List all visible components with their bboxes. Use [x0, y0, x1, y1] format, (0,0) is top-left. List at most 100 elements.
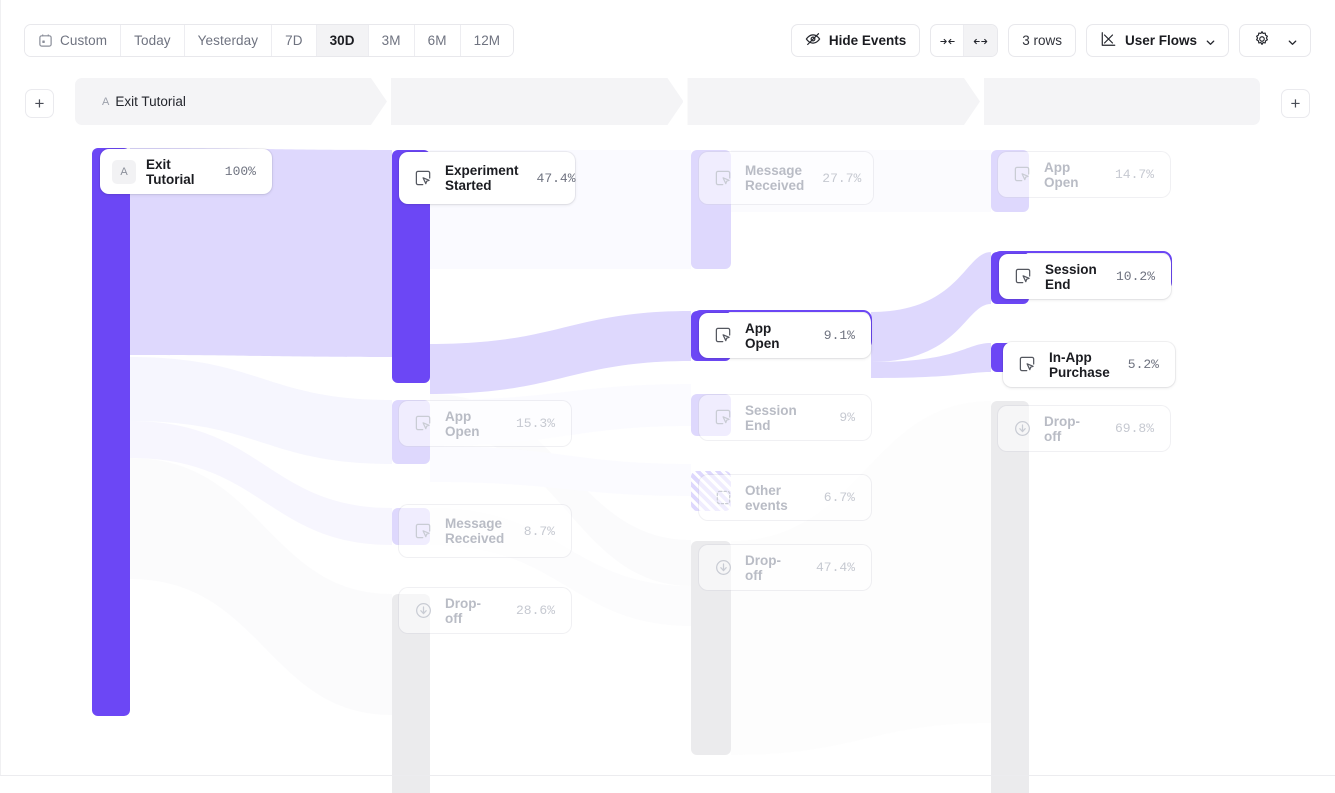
toolbar-right-group: Hide Events 3 rows	[790, 24, 1311, 57]
node-label: In-App Purchase	[1049, 349, 1110, 380]
date-range-custom-label: Custom	[60, 33, 108, 48]
node-value: 10.2%	[1115, 269, 1155, 284]
event-click-icon	[711, 324, 735, 348]
toolbar: Custom Today Yesterday 7D 30D 3M 6M 12M …	[0, 0, 1335, 78]
node-card-drop-off-c1[interactable]: Drop-off 28.6%	[399, 588, 571, 633]
node-value: 27.7%	[822, 170, 862, 186]
link-n2-n8	[430, 446, 691, 496]
add-step-left-label: +	[34, 94, 45, 113]
node-label: App Open	[745, 320, 780, 351]
date-range-yesterday-label: Yesterday	[197, 33, 259, 48]
node-card-app-open-c2[interactable]: App Open 9.1%	[699, 313, 871, 358]
node-value: 28.6%	[515, 603, 555, 618]
date-range-custom[interactable]: Custom	[25, 25, 122, 56]
expand-horizontal-icon[interactable]	[964, 25, 998, 56]
link-n0-n1	[130, 148, 392, 357]
node-value: 47.4%	[536, 170, 576, 186]
step-chevron-2[interactable]	[687, 78, 980, 125]
date-range-7d[interactable]: 7D	[272, 25, 317, 56]
add-step-right-button[interactable]: +	[1281, 89, 1310, 118]
node-card-experiment-started[interactable]: Experiment Started 47.4%	[399, 152, 576, 204]
chevron-down-icon	[1205, 36, 1215, 46]
collapse-horizontal-icon[interactable]	[931, 25, 965, 56]
node-label: Drop-off	[745, 552, 781, 583]
node-card-session-end-c3[interactable]: Session End 10.2%	[999, 254, 1171, 299]
node-value: 14.7%	[1114, 167, 1154, 182]
node-card-drop-off-c2[interactable]: Drop-off 47.4%	[699, 545, 871, 590]
width-mode-group[interactable]	[930, 24, 999, 57]
add-step-left-button[interactable]: +	[25, 89, 54, 118]
date-range-today[interactable]: Today	[121, 25, 185, 56]
node-bar-exit-tutorial[interactable]	[92, 148, 130, 716]
link-n6-n12	[871, 343, 991, 378]
node-label: App Open	[1044, 159, 1079, 190]
node-label: Drop-off	[445, 595, 481, 626]
node-card-app-open-c3[interactable]: App Open 14.7%	[998, 152, 1170, 197]
date-range-yesterday[interactable]: Yesterday	[184, 25, 273, 56]
step-chevron-0[interactable]: A Exit Tutorial	[75, 78, 387, 125]
date-range-selector[interactable]: Custom Today Yesterday 7D 30D 3M 6M 12M	[24, 24, 515, 57]
event-click-icon	[1015, 353, 1039, 377]
date-range-3m-label: 3M	[381, 33, 401, 48]
date-range-3m[interactable]: 3M	[368, 25, 415, 56]
date-range-6m-label: 6M	[427, 33, 447, 48]
node-card-exit-tutorial[interactable]: A Exit Tutorial 100%	[100, 149, 272, 194]
node-card-app-open-c1[interactable]: App Open 15.3%	[399, 401, 571, 446]
node-label: Drop-off	[1044, 413, 1080, 444]
step-chevron-1[interactable]	[391, 78, 684, 125]
node-value: 6.7%	[823, 490, 855, 505]
date-range-12m[interactable]: 12M	[460, 25, 514, 56]
step-label-0: Exit Tutorial	[115, 94, 186, 109]
node-card-in-app-purchase-c3[interactable]: In-App Purchase 5.2%	[1003, 342, 1175, 387]
node-bar-drop-off-c3[interactable]	[991, 401, 1029, 793]
link-n6-n11	[871, 252, 991, 362]
node-label: Message Received	[445, 516, 505, 546]
drop-off-icon	[411, 599, 435, 623]
event-click-icon	[411, 412, 435, 436]
node-value: 15.3%	[515, 416, 555, 431]
link-n1-n6	[430, 311, 691, 394]
event-click-icon	[411, 519, 435, 543]
steps-header: + A Exit Tutorial +	[24, 78, 1311, 126]
date-range-6m[interactable]: 6M	[414, 25, 461, 56]
view-type-dropdown[interactable]: User Flows	[1085, 24, 1229, 57]
event-click-icon	[711, 166, 735, 190]
view-type-label: User Flows	[1124, 33, 1197, 48]
node-label: App Open	[445, 408, 480, 439]
node-card-other-events-c2[interactable]: Other events 6.7%	[699, 475, 871, 520]
node-label: Session End	[745, 402, 797, 433]
hide-events-button[interactable]: Hide Events	[790, 24, 921, 57]
step-chevron-bar: A Exit Tutorial	[75, 78, 1260, 125]
sankey-canvas: A Exit Tutorial 100% Experiment Started …	[0, 126, 1335, 793]
rows-button[interactable]: 3 rows	[1008, 24, 1076, 57]
drop-off-icon	[711, 556, 735, 580]
node-value: 5.2%	[1127, 357, 1159, 372]
left-edge-divider	[0, 0, 1, 775]
link-n0-n2	[130, 357, 392, 464]
gear-icon	[1253, 30, 1271, 51]
node-value: 9%	[839, 410, 855, 425]
node-label: Experiment Started	[445, 163, 519, 193]
node-card-session-end-c2[interactable]: Session End 9%	[699, 395, 871, 440]
step-chevron-3[interactable]	[984, 78, 1260, 125]
settings-dropdown[interactable]	[1239, 24, 1311, 57]
node-label: Other events	[745, 482, 788, 513]
node-card-drop-off-c3[interactable]: Drop-off 69.8%	[998, 406, 1170, 451]
date-range-30d[interactable]: 30D	[316, 25, 369, 56]
date-range-12m-label: 12M	[473, 33, 501, 48]
node-value: 100%	[224, 164, 256, 179]
bottom-divider	[0, 775, 1335, 776]
event-click-icon	[711, 406, 735, 430]
hide-events-label: Hide Events	[828, 33, 907, 48]
node-value: 8.7%	[523, 523, 555, 539]
event-click-icon	[411, 166, 435, 190]
event-click-icon	[1011, 265, 1035, 289]
node-card-message-received-c2[interactable]: Message Received 27.7%	[699, 152, 873, 204]
node-label: Message Received	[745, 163, 805, 193]
node-value: 47.4%	[815, 560, 855, 575]
eye-off-icon	[805, 31, 821, 50]
link-n0-n4	[130, 458, 392, 715]
node-card-message-received-c1[interactable]: Message Received 8.7%	[399, 505, 571, 557]
event-click-icon	[1010, 163, 1034, 187]
